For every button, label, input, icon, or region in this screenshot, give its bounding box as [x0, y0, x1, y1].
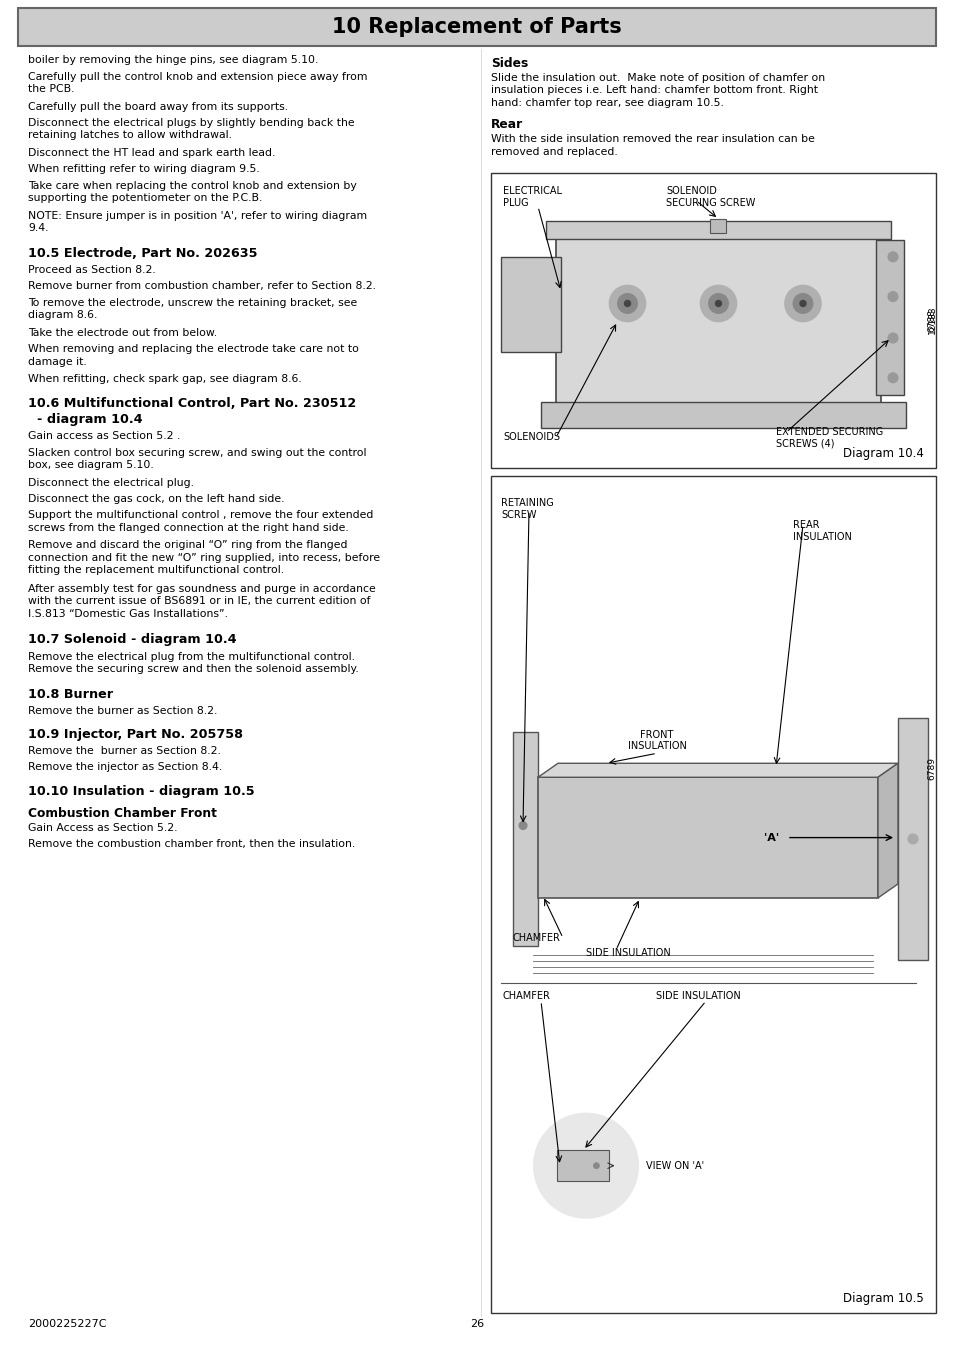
Text: 10.7 Solenoid - diagram 10.4: 10.7 Solenoid - diagram 10.4	[28, 634, 236, 647]
Text: SOLENOIDS: SOLENOIDS	[502, 432, 559, 443]
Text: Sides: Sides	[491, 57, 528, 70]
Text: Take the electrode out from below.: Take the electrode out from below.	[28, 328, 217, 338]
Text: boiler by removing the hinge pins, see diagram 5.10.: boiler by removing the hinge pins, see d…	[28, 55, 318, 65]
Circle shape	[708, 293, 728, 313]
Circle shape	[700, 285, 736, 322]
Polygon shape	[537, 763, 897, 777]
Text: Rear: Rear	[491, 119, 522, 131]
Bar	[557, 1150, 609, 1181]
Text: NOTE: Ensure jumper is in position 'A', refer to wiring diagram
9.4.: NOTE: Ensure jumper is in position 'A', …	[28, 211, 367, 234]
Bar	[500, 257, 560, 351]
Text: 10 Replacement of Parts: 10 Replacement of Parts	[332, 18, 621, 36]
Text: RETAINING
SCREW: RETAINING SCREW	[500, 499, 553, 520]
Polygon shape	[513, 732, 537, 946]
Text: Carefully pull the control knob and extension piece away from
the PCB.: Carefully pull the control knob and exte…	[28, 72, 367, 95]
Text: SOLENOID
SECURING SCREW: SOLENOID SECURING SCREW	[665, 186, 755, 208]
Text: 6789: 6789	[926, 757, 936, 780]
Circle shape	[593, 1163, 598, 1169]
Text: REAR
INSULATION: REAR INSULATION	[792, 520, 851, 542]
Text: 6788: 6788	[926, 308, 936, 331]
Text: SIDE INSULATION: SIDE INSULATION	[656, 992, 740, 1001]
Text: 2000225227C: 2000225227C	[28, 1319, 107, 1329]
Text: 10.6 Multifunctional Control, Part No. 230512
  - diagram 10.4: 10.6 Multifunctional Control, Part No. 2…	[28, 397, 355, 426]
Text: Remove the combustion chamber front, then the insulation.: Remove the combustion chamber front, the…	[28, 839, 355, 850]
Text: 10.8 Burner: 10.8 Burner	[28, 688, 113, 701]
Text: Remove burner from combustion chamber, refer to Section 8.2.: Remove burner from combustion chamber, r…	[28, 281, 375, 292]
Circle shape	[624, 300, 630, 307]
Text: After assembly test for gas soundness and purge in accordance
with the current i: After assembly test for gas soundness an…	[28, 584, 375, 619]
Circle shape	[617, 293, 637, 313]
Text: 10.5 Electrode, Part No. 202635: 10.5 Electrode, Part No. 202635	[28, 247, 257, 259]
Circle shape	[800, 300, 805, 307]
Text: Carefully pull the board away from its supports.: Carefully pull the board away from its s…	[28, 101, 288, 112]
Text: Gain access as Section 5.2 .: Gain access as Section 5.2 .	[28, 431, 180, 440]
Bar	[18, 8, 935, 46]
Bar	[556, 231, 880, 404]
Text: 12183: 12183	[926, 305, 936, 334]
Text: CHAMFER: CHAMFER	[502, 992, 550, 1001]
Text: ELECTRICAL
PLUG: ELECTRICAL PLUG	[502, 186, 561, 208]
Bar	[491, 173, 935, 467]
Text: SIDE INSULATION: SIDE INSULATION	[585, 948, 670, 958]
Text: CHAMFER: CHAMFER	[513, 934, 560, 943]
Text: To remove the electrode, unscrew the retaining bracket, see
diagram 8.6.: To remove the electrode, unscrew the ret…	[28, 299, 356, 320]
Circle shape	[534, 1113, 638, 1217]
Circle shape	[887, 334, 897, 343]
Circle shape	[792, 293, 812, 313]
Text: EXTENDED SECURING
SCREWS (4): EXTENDED SECURING SCREWS (4)	[775, 427, 882, 449]
Text: Disconnect the HT lead and spark earth lead.: Disconnect the HT lead and spark earth l…	[28, 149, 275, 158]
Text: Support the multifunctional control , remove the four extended
screws from the f: Support the multifunctional control , re…	[28, 511, 373, 532]
Text: Disconnect the electrical plugs by slightly bending back the
retaining latches t: Disconnect the electrical plugs by sligh…	[28, 118, 355, 141]
Text: Remove and discard the original “O” ring from the flanged
connection and fit the: Remove and discard the original “O” ring…	[28, 540, 379, 576]
Bar	[491, 476, 935, 1313]
Bar	[710, 219, 726, 232]
Text: Remove the electrical plug from the multifunctional control.
Remove the securing: Remove the electrical plug from the mult…	[28, 651, 358, 674]
Text: Take care when replacing the control knob and extension by
supporting the potent: Take care when replacing the control kno…	[28, 181, 356, 204]
Text: Slacken control box securing screw, and swing out the control
box, see diagram 5: Slacken control box securing screw, and …	[28, 447, 366, 470]
Bar	[875, 239, 903, 394]
Bar	[545, 222, 890, 239]
Bar	[537, 777, 877, 898]
Text: Proceed as Section 8.2.: Proceed as Section 8.2.	[28, 265, 155, 276]
Text: Disconnect the gas cock, on the left hand side.: Disconnect the gas cock, on the left han…	[28, 494, 284, 504]
Text: When removing and replacing the electrode take care not to
damage it.: When removing and replacing the electrod…	[28, 345, 358, 367]
Text: Slide the insulation out.  Make note of position of chamfer on
insulation pieces: Slide the insulation out. Make note of p…	[491, 73, 824, 108]
Circle shape	[715, 300, 720, 307]
Bar	[540, 401, 905, 427]
Text: 10.10 Insulation - diagram 10.5: 10.10 Insulation - diagram 10.5	[28, 785, 254, 798]
Circle shape	[887, 292, 897, 301]
Text: Remove the injector as Section 8.4.: Remove the injector as Section 8.4.	[28, 762, 222, 773]
Text: Gain Access as Section 5.2.: Gain Access as Section 5.2.	[28, 823, 177, 834]
Circle shape	[907, 834, 917, 844]
Text: Diagram 10.4: Diagram 10.4	[842, 446, 923, 459]
Circle shape	[609, 285, 645, 322]
Circle shape	[518, 821, 526, 830]
Text: When refitting refer to wiring diagram 9.5.: When refitting refer to wiring diagram 9…	[28, 165, 259, 174]
Text: Diagram 10.5: Diagram 10.5	[842, 1292, 923, 1305]
Text: 26: 26	[470, 1319, 483, 1329]
Circle shape	[887, 251, 897, 262]
Text: When refitting, check spark gap, see diagram 8.6.: When refitting, check spark gap, see dia…	[28, 374, 301, 385]
Text: Remove the burner as Section 8.2.: Remove the burner as Section 8.2.	[28, 705, 217, 716]
Text: With the side insulation removed the rear insulation can be
removed and replaced: With the side insulation removed the rea…	[491, 135, 814, 157]
Text: 'A': 'A'	[763, 832, 779, 843]
Text: Combustion Chamber Front: Combustion Chamber Front	[28, 807, 216, 820]
Polygon shape	[877, 763, 897, 898]
Text: VIEW ON 'A': VIEW ON 'A'	[645, 1161, 703, 1171]
Text: FRONT
INSULATION: FRONT INSULATION	[627, 730, 686, 751]
Polygon shape	[897, 719, 927, 959]
Circle shape	[887, 373, 897, 382]
Text: 10.9 Injector, Part No. 205758: 10.9 Injector, Part No. 205758	[28, 728, 243, 740]
Text: Remove the  burner as Section 8.2.: Remove the burner as Section 8.2.	[28, 746, 221, 757]
Text: Disconnect the electrical plug.: Disconnect the electrical plug.	[28, 477, 193, 488]
Circle shape	[784, 285, 821, 322]
